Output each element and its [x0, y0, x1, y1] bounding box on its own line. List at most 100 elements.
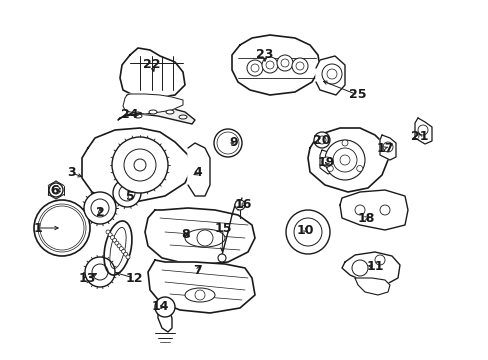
Circle shape [115, 241, 119, 245]
Circle shape [84, 192, 116, 224]
Circle shape [112, 238, 117, 242]
Polygon shape [187, 143, 209, 196]
Polygon shape [315, 56, 345, 95]
Circle shape [218, 254, 225, 262]
Circle shape [52, 186, 60, 194]
Text: 16: 16 [234, 198, 251, 211]
Circle shape [374, 255, 384, 265]
Polygon shape [354, 278, 389, 295]
Circle shape [155, 297, 175, 317]
Circle shape [325, 140, 364, 180]
Circle shape [92, 264, 108, 280]
Circle shape [326, 69, 336, 79]
Circle shape [326, 166, 333, 171]
Circle shape [42, 208, 82, 248]
Text: 18: 18 [357, 211, 374, 225]
Polygon shape [414, 118, 431, 144]
Circle shape [379, 205, 389, 215]
Circle shape [119, 185, 135, 201]
Circle shape [40, 206, 84, 250]
Polygon shape [339, 190, 407, 230]
Text: 8: 8 [182, 229, 190, 242]
Circle shape [265, 61, 273, 69]
Polygon shape [341, 252, 399, 285]
Circle shape [293, 218, 321, 246]
Circle shape [124, 149, 156, 181]
Circle shape [38, 204, 86, 252]
Circle shape [49, 183, 63, 197]
Circle shape [332, 148, 356, 172]
Circle shape [195, 290, 204, 300]
Text: 24: 24 [121, 108, 139, 122]
Text: 1: 1 [34, 221, 42, 234]
Circle shape [339, 155, 349, 165]
Circle shape [122, 249, 125, 253]
Polygon shape [158, 305, 172, 332]
Ellipse shape [184, 229, 224, 247]
Text: 25: 25 [348, 89, 366, 102]
Circle shape [197, 230, 213, 246]
Circle shape [34, 200, 90, 256]
Circle shape [291, 58, 307, 74]
Text: 13: 13 [78, 271, 96, 284]
Circle shape [341, 140, 347, 146]
Circle shape [321, 157, 331, 167]
Ellipse shape [149, 110, 157, 114]
Circle shape [134, 159, 146, 171]
Text: 23: 23 [256, 49, 273, 62]
Circle shape [123, 252, 127, 256]
Circle shape [108, 233, 112, 237]
Circle shape [113, 179, 141, 207]
Circle shape [281, 59, 288, 67]
Circle shape [417, 125, 427, 135]
Circle shape [262, 57, 278, 73]
Polygon shape [231, 35, 319, 95]
Text: 5: 5 [125, 190, 134, 203]
Polygon shape [379, 135, 395, 160]
Polygon shape [120, 48, 184, 98]
Circle shape [382, 142, 392, 152]
Ellipse shape [184, 288, 215, 302]
Ellipse shape [179, 115, 186, 119]
Circle shape [52, 218, 72, 238]
Circle shape [276, 55, 292, 71]
Circle shape [110, 235, 114, 239]
Circle shape [295, 62, 304, 70]
Polygon shape [319, 150, 333, 174]
Text: 2: 2 [96, 206, 104, 219]
Polygon shape [123, 94, 183, 114]
Polygon shape [82, 128, 192, 202]
Text: 15: 15 [214, 221, 231, 234]
Ellipse shape [134, 114, 142, 118]
Text: 14: 14 [151, 301, 168, 314]
Text: 19: 19 [317, 157, 334, 170]
Polygon shape [307, 128, 387, 192]
Circle shape [356, 166, 362, 171]
Text: 17: 17 [375, 141, 393, 154]
Text: 7: 7 [193, 264, 202, 276]
Text: 4: 4 [193, 166, 202, 180]
Circle shape [321, 64, 341, 84]
Circle shape [250, 64, 259, 72]
Text: 9: 9 [229, 136, 238, 149]
Polygon shape [118, 108, 195, 124]
Ellipse shape [165, 110, 174, 114]
Circle shape [317, 136, 325, 144]
Circle shape [214, 129, 242, 157]
Circle shape [313, 132, 329, 148]
Text: 20: 20 [313, 134, 330, 147]
Circle shape [117, 244, 121, 248]
Text: 11: 11 [366, 261, 383, 274]
Text: 3: 3 [67, 166, 76, 180]
Polygon shape [145, 208, 254, 265]
Circle shape [235, 200, 244, 210]
Circle shape [126, 255, 130, 259]
Circle shape [351, 260, 367, 276]
Circle shape [112, 137, 168, 193]
Circle shape [106, 230, 110, 234]
Text: 12: 12 [125, 271, 142, 284]
Circle shape [354, 205, 364, 215]
Text: 22: 22 [143, 58, 161, 72]
Circle shape [85, 257, 115, 287]
Circle shape [285, 210, 329, 254]
